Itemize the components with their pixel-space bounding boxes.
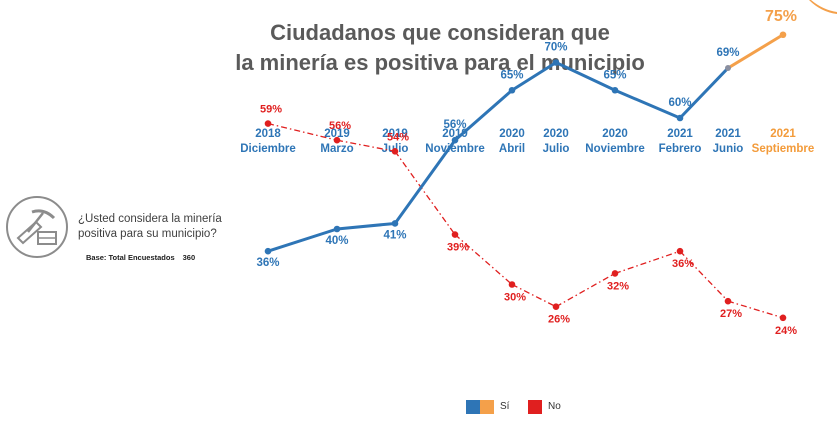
series-si-point-2 (391, 220, 399, 227)
chart-title-line-1: Ciudadanos que consideran que (270, 20, 610, 45)
series-no-segment-6 (614, 250, 681, 275)
sample-base: Base: Total Encuestados 360 (86, 253, 195, 262)
series-si-point-9 (779, 31, 787, 39)
x-tick-month-8: Junio (713, 143, 744, 155)
series-no-label-3: 39% (447, 242, 469, 254)
x-tick-year-3: 2019 (442, 128, 468, 140)
series-si-label-2: 41% (383, 229, 406, 241)
series-si-label-3: 56% (443, 119, 466, 131)
x-tick-year-6: 2020 (602, 128, 628, 140)
series-no-point-5 (552, 303, 560, 311)
series-no-point-2 (391, 148, 399, 155)
series-si-point-3 (451, 136, 459, 144)
series-no-label-9: 24% (775, 325, 797, 337)
x-tick-month-5: Julio (543, 143, 570, 155)
series-si-segment-2 (393, 138, 457, 225)
sample-base-value: 360 (182, 253, 196, 262)
series-si-point-1 (333, 225, 341, 233)
series-si-label-4: 65% (500, 69, 523, 81)
x-tick-month-0: Diciembre (240, 143, 296, 155)
series-no-segment-0 (267, 122, 338, 141)
series-si-point-6 (611, 86, 619, 94)
series-si-label-6: 65% (603, 69, 626, 81)
series-no-point-6 (611, 270, 619, 277)
series-si-segment-8 (726, 33, 785, 70)
series-no-point-9 (779, 314, 787, 322)
x-tick-year-1: 2019 (324, 128, 350, 140)
legend-swatch-si-latest (480, 400, 494, 414)
series-no-segment-4 (511, 283, 557, 308)
series-si-segment-1 (335, 221, 397, 231)
mining-pickaxe-icon (6, 196, 68, 258)
x-tick-year-5: 2020 (543, 128, 569, 140)
x-tick-month-1: Marzo (320, 143, 353, 155)
series-no-label-8: 27% (720, 308, 742, 320)
series-no-point-3 (451, 231, 459, 238)
x-tick-month-4: Abril (499, 143, 525, 155)
series-no-label-4: 30% (504, 292, 526, 304)
series-no-segment-5 (555, 272, 616, 308)
series-si-segment-4 (510, 61, 558, 92)
legend-label-si: Sí (500, 401, 510, 412)
series-no-segment-2 (394, 150, 456, 235)
series-si-point-7 (676, 114, 684, 122)
legend-swatch-si (466, 400, 480, 414)
legend-label-no: No (548, 401, 561, 412)
series-no-point-4 (508, 281, 516, 288)
series-si-segment-5 (554, 61, 617, 92)
series-no-segment-3 (454, 234, 513, 285)
series-no-segment-7 (679, 250, 729, 302)
series-si-point-5 (552, 59, 560, 66)
legend-swatch-no (528, 400, 542, 414)
series-si-segment-6 (613, 88, 682, 120)
series-si-segment-3 (453, 88, 514, 142)
series-si-label-7: 60% (668, 97, 691, 109)
series-no-label-7: 36% (672, 258, 694, 270)
x-tick-year-9: 2021 (770, 128, 796, 140)
series-si-label-0: 36% (256, 257, 279, 269)
series-si-label-5: 70% (544, 42, 567, 54)
series-no-segment-8 (727, 300, 784, 319)
x-tick-month-7: Febrero (659, 143, 702, 155)
series-no-label-1: 56% (329, 120, 351, 132)
series-no-label-5: 26% (548, 314, 570, 326)
question-text: ¿Usted considera la minería positiva par… (78, 213, 222, 240)
x-tick-month-3: Noviembre (425, 143, 484, 155)
x-tick-month-9: Septiembre (752, 143, 815, 155)
series-si-point-8 (725, 65, 731, 72)
series-si-label-8: 69% (716, 47, 739, 59)
series-si-segment-0 (266, 227, 339, 253)
series-no-label-2: 54% (387, 131, 409, 143)
x-tick-year-4: 2020 (499, 128, 525, 140)
series-si-segment-7 (678, 66, 730, 120)
series-si-label-9: 75% (765, 8, 797, 25)
x-tick-year-7: 2021 (667, 128, 693, 140)
series-no-point-1 (333, 136, 341, 144)
series-si-point-0 (264, 247, 272, 255)
series-si-point-4 (508, 86, 516, 94)
series-no-point-0 (264, 120, 272, 127)
x-tick-year-8: 2021 (715, 128, 741, 140)
survey-question: ¿Usted considera la minería positiva par… (6, 196, 236, 276)
x-tick-year-0: 2018 (255, 128, 281, 140)
x-tick-month-6: Noviembre (585, 143, 644, 155)
series-no-segment-1 (336, 139, 396, 152)
series-no-label-6: 32% (607, 280, 629, 292)
series-si-label-1: 40% (325, 235, 348, 247)
series-no-point-7 (676, 247, 684, 255)
sample-base-label: Base: Total Encuestados (86, 253, 175, 262)
corner-decoration (809, 0, 837, 14)
x-tick-year-2: 2019 (382, 128, 408, 140)
series-no-point-8 (724, 297, 732, 305)
series-no-label-0: 59% (260, 104, 282, 116)
